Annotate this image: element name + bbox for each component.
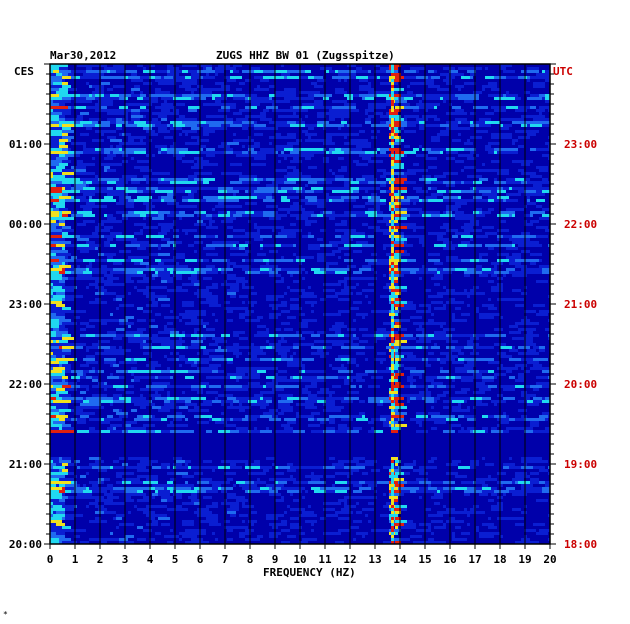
chart-date: Mar30,2012 (50, 49, 116, 62)
left-time-tick-label: 23:00 (9, 298, 42, 311)
x-tick-label: 10 (293, 553, 306, 566)
left-axis-label: CES (14, 65, 34, 78)
right-time-tick-label: 22:00 (564, 218, 597, 231)
x-tick-label: 17 (468, 553, 481, 566)
right-time-tick-label: 23:00 (564, 138, 597, 151)
x-tick-label: 6 (197, 553, 204, 566)
left-time-tick-label: 21:00 (9, 458, 42, 471)
x-tick-label: 9 (272, 553, 279, 566)
left-time-tick-label: 01:00 (9, 138, 42, 151)
x-tick-label: 3 (122, 553, 129, 566)
axis-ticks (44, 63, 556, 549)
x-tick-label: 18 (493, 553, 506, 566)
corner-mark: * (3, 610, 8, 619)
left-time-tick-label: 22:00 (9, 378, 42, 391)
right-time-tick-label: 20:00 (564, 378, 597, 391)
x-tick-label: 12 (343, 553, 356, 566)
x-tick-label: 1 (72, 553, 79, 566)
x-tick-label: 0 (47, 553, 54, 566)
x-tick-label: 11 (318, 553, 332, 566)
left-time-tick-label: 00:00 (9, 218, 42, 231)
x-tick-label: 2 (97, 553, 104, 566)
frequency-gridlines (74, 64, 526, 544)
x-tick-label: 13 (368, 553, 381, 566)
x-axis-label: FREQUENCY (HZ) (263, 566, 356, 579)
x-tick-label: 16 (443, 553, 457, 566)
x-tick-label: 8 (247, 553, 254, 566)
x-tick-label: 19 (518, 553, 531, 566)
x-tick-label: 15 (418, 553, 431, 566)
x-tick-label: 5 (172, 553, 179, 566)
x-tick-label: 20 (543, 553, 556, 566)
right-axis-label: UTC (553, 65, 573, 78)
right-time-tick-label: 18:00 (564, 538, 597, 551)
right-time-tick-label: 19:00 (564, 458, 597, 471)
x-tick-label: 4 (147, 553, 154, 566)
time-tick-labels: 01:00 00:00 23:00 22:00 21:00 20:00 23:00 22:00… (9, 138, 597, 551)
x-tick-label: 14 (393, 553, 407, 566)
chart-title: ZUGS HHZ BW 01 (Zugsspitze) (216, 49, 395, 62)
x-tick-label: 7 (222, 553, 229, 566)
left-time-tick-label: 20:00 (9, 538, 42, 551)
right-time-tick-label: 21:00 (564, 298, 597, 311)
x-tick-labels: 0 1 2 3 4 5 6 7 8 9 10 11 12 13 14 15 16 17 18 19 20 (47, 553, 557, 566)
